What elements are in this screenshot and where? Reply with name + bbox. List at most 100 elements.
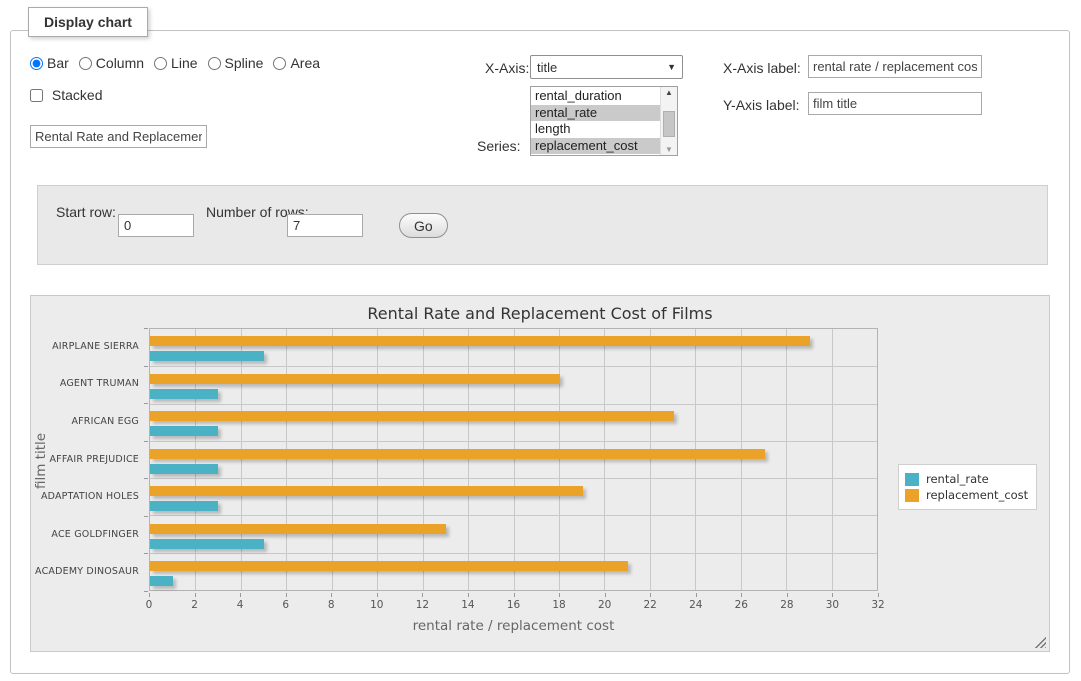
scrollbar-up-icon[interactable]: ▲ <box>665 88 673 97</box>
chart-legend: rental_rate replacement_cost <box>898 464 1038 510</box>
gridline-vertical <box>240 329 242 590</box>
x-tick-label: 6 <box>282 599 290 611</box>
legend-swatch-rental_rate <box>905 472 919 486</box>
x-tick-mark <box>467 593 469 597</box>
start-row-input[interactable] <box>118 214 194 237</box>
x-tick-label: 32 <box>871 599 885 611</box>
category-label: ACE GOLDFINGER <box>51 528 139 540</box>
chart-type-radio-bar[interactable] <box>30 57 43 70</box>
bar-replacement_cost <box>150 561 629 572</box>
x-tick-label: 20 <box>597 599 612 611</box>
chart-type-option-column[interactable]: Column <box>78 55 144 71</box>
x-axis-selected-value: title <box>537 60 558 75</box>
x-tick-mark <box>331 593 333 597</box>
x-tick-label: 24 <box>689 599 703 611</box>
chart-type-radio-spline[interactable] <box>207 57 221 70</box>
y-axis-label-input[interactable] <box>808 92 982 115</box>
x-axis-select[interactable]: title ▼ <box>530 55 683 79</box>
y-tick-mark <box>144 478 148 480</box>
bar-replacement_cost <box>150 486 583 497</box>
scrollbar-down-icon[interactable]: ▼ <box>665 145 673 154</box>
legend-swatch-replacement_cost <box>905 488 919 502</box>
bar-replacement_cost <box>150 373 560 384</box>
stacked-label-text: Stacked <box>51 87 103 103</box>
chart-type-radio-area[interactable] <box>273 57 287 70</box>
legend-label-rental_rate: rental_rate <box>926 472 989 486</box>
num-rows-input[interactable] <box>287 214 363 237</box>
series-option-rental_duration[interactable]: rental_duration <box>535 88 622 103</box>
gridline-vertical <box>695 329 697 590</box>
x-tick-mark <box>878 593 879 597</box>
category-label: AFRICAN EGG <box>71 415 139 427</box>
chart-type-radio-column[interactable] <box>78 57 92 70</box>
bar-rental_rate <box>150 388 219 399</box>
x-tick-mark <box>695 593 697 597</box>
x-tick-mark <box>285 593 287 597</box>
gridline-vertical <box>468 329 470 590</box>
legend-label-replacement_cost: replacement_cost <box>926 488 1029 502</box>
bar-rental_rate <box>150 463 219 474</box>
category-label: ADAPTATION HOLES <box>40 491 139 503</box>
chart-type-option-bar[interactable]: Bar <box>30 55 69 71</box>
y-tick-mark <box>144 328 148 329</box>
chart-x-axis-title: rental rate / replacement cost <box>412 618 615 634</box>
stacked-checkbox-label[interactable]: Stacked <box>30 87 102 103</box>
stacked-checkbox[interactable] <box>30 89 43 102</box>
x-axis-label-input[interactable] <box>808 55 982 78</box>
x-tick-label: 18 <box>552 599 566 611</box>
x-tick-label: 0 <box>145 599 153 611</box>
gridline-vertical <box>831 329 833 590</box>
x-tick-label: 30 <box>825 599 840 611</box>
legend-row-rental_rate: rental_rate <box>905 472 1028 486</box>
x-axis-select-label: X-Axis: <box>485 60 530 76</box>
x-tick-label: 12 <box>415 599 430 611</box>
x-tick-mark <box>194 593 196 597</box>
series-option-replacement_cost[interactable]: replacement_cost <box>531 137 660 154</box>
x-tick-label: 26 <box>734 599 748 611</box>
x-tick-mark <box>376 593 378 597</box>
go-button[interactable]: Go <box>399 213 448 238</box>
bar-replacement_cost <box>150 336 811 346</box>
x-axis-label-field-label: X-Axis label: <box>723 60 801 76</box>
stacked-row: Stacked <box>30 87 102 103</box>
bar-rental_rate <box>150 501 219 512</box>
category-label: AIRPLANE SIERRA <box>52 340 139 352</box>
y-tick-mark <box>144 591 148 592</box>
resize-grip-icon[interactable] <box>1034 636 1046 648</box>
x-tick-mark <box>149 593 150 597</box>
y-tick-mark <box>144 553 148 555</box>
chart-type-radio-line[interactable] <box>154 57 168 70</box>
chart-type-label-bar: Bar <box>47 55 69 71</box>
x-tick-label: 10 <box>370 599 384 611</box>
bar-replacement_cost <box>150 448 765 459</box>
x-tick-mark <box>786 593 788 597</box>
gridline-vertical <box>513 329 515 590</box>
y-axis-label-field-label: Y-Axis label: <box>723 97 800 113</box>
chart-type-option-spline[interactable]: Spline <box>207 55 263 71</box>
gridline-horizontal <box>150 552 877 554</box>
y-tick-mark <box>144 403 148 405</box>
chart-title-input[interactable] <box>30 125 207 148</box>
series-multiselect[interactable]: rental_duration rental_rate length replacem… <box>530 86 678 156</box>
bar-replacement_cost <box>150 411 674 422</box>
gridline-horizontal <box>150 403 877 405</box>
series-options: rental_duration rental_rate length replacem… <box>531 88 660 154</box>
chart-title: Rental Rate and Replacement Cost of Film… <box>367 304 713 323</box>
y-tick-mark <box>144 440 148 442</box>
gridline-horizontal <box>150 515 877 517</box>
x-tick-mark <box>741 593 743 597</box>
x-tick-mark <box>559 593 561 597</box>
series-option-rental_rate[interactable]: rental_rate <box>531 104 660 121</box>
scrollbar-thumb[interactable] <box>663 111 675 137</box>
plot-area <box>149 328 878 591</box>
chart-type-option-line[interactable]: Line <box>154 55 198 71</box>
gridline-vertical <box>604 329 606 590</box>
gridline-vertical <box>740 329 742 590</box>
gridline-vertical <box>331 329 333 590</box>
series-select-label: Series: <box>477 138 521 154</box>
series-option-length[interactable]: length <box>535 121 571 136</box>
category-label: AFFAIR PREJUDICE <box>49 453 139 465</box>
x-tick-label: 22 <box>643 599 657 611</box>
chart-type-option-area[interactable]: Area <box>273 55 320 71</box>
series-list-scrollbar[interactable]: ▲ ▼ <box>660 87 677 155</box>
